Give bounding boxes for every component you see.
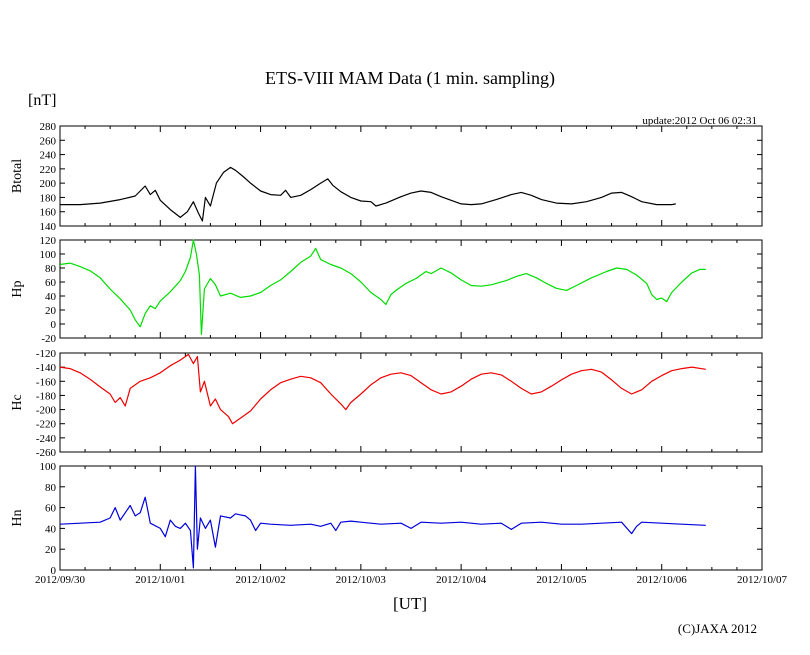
y-tick-label: 140 — [40, 221, 57, 233]
y-tick-label: 0 — [51, 319, 57, 331]
chart-title: ETS-VIII MAM Data (1 min. sampling) — [265, 68, 555, 89]
y-tick-label: -20 — [41, 333, 56, 345]
series-line-hp — [59, 239, 706, 336]
y-tick-label: 20 — [45, 544, 57, 556]
series-line-hc — [59, 353, 706, 425]
x-tick-label: 2012/10/05 — [536, 574, 587, 586]
series-line-btotal — [60, 166, 676, 222]
panel-hn: 0 20 40 60 80 100 Hn — [10, 461, 763, 577]
x-tick-label: 2012/10/02 — [236, 574, 286, 586]
x-tick-label: 2012/09/30 — [35, 574, 86, 586]
panel-frame — [59, 125, 763, 227]
panel-label: Btotal — [10, 159, 25, 193]
x-tick-label: 2012/10/06 — [637, 574, 688, 586]
y-tick-label: 200 — [40, 178, 57, 190]
panel-frame — [59, 465, 763, 571]
y-tick-label: 100 — [40, 461, 57, 473]
x-tick-label: 2012/10/04 — [436, 574, 487, 586]
y-tick-label: -240 — [36, 433, 57, 445]
panels-layer: 140160180200220240260280Btotal-200204060… — [10, 121, 763, 577]
x-tick-label: 2012/10/03 — [336, 574, 387, 586]
y-tick-label: -140 — [36, 362, 57, 374]
panel-label: Hc — [10, 394, 25, 410]
y-tick-label: 100 — [40, 249, 57, 261]
panel-frame — [59, 239, 763, 339]
y-tick-label: 220 — [40, 164, 57, 176]
y-tick-label: 80 — [45, 263, 57, 275]
series-line-hn — [59, 465, 706, 569]
x-tick-label: 2012/10/01 — [135, 574, 185, 586]
y-tick-label: -180 — [36, 390, 57, 402]
panel-btotal: 140 160 180 200 220 240 260 280 Btotal — [10, 121, 763, 233]
panel-hc: -260 -240 -220 -200 -180 -160 -140 -120 Hc — [10, 348, 763, 459]
copyright-text: (C)JAXA 2012 — [678, 621, 757, 636]
y-tick-label: -260 — [36, 447, 57, 459]
y-tick-label: 260 — [40, 135, 57, 147]
y-tick-label: -220 — [36, 419, 57, 431]
panel-frame — [59, 352, 763, 453]
update-timestamp: update:2012 Oct 06 02:31 — [642, 115, 757, 127]
y-tick-label: 40 — [45, 523, 57, 535]
y-tick-label: 120 — [40, 235, 57, 247]
y-tick-label: 0 — [51, 565, 57, 577]
x-axis-label: [UT] — [393, 594, 427, 613]
unit-label: [nT] — [28, 92, 56, 109]
y-tick-label: -120 — [36, 348, 57, 360]
y-tick-label: 80 — [45, 482, 57, 494]
y-tick-label: 20 — [45, 305, 57, 317]
panel-hp: -20 0 20 40 60 80 100 120 Hp — [10, 235, 763, 345]
panel-label: Hp — [10, 280, 25, 297]
y-tick-label: 60 — [45, 277, 57, 289]
panel-label: Hn — [10, 509, 25, 526]
y-tick-label: 40 — [45, 291, 57, 303]
y-tick-label: -160 — [36, 376, 57, 388]
y-tick-label: 280 — [40, 121, 57, 133]
x-tick-label: 2012/10/07 — [737, 574, 788, 586]
x-axis: 2012/09/30 2012/10/01 2012/10/02 2012/10/03… — [35, 574, 788, 586]
y-tick-label: 60 — [45, 503, 57, 515]
y-tick-label: 160 — [40, 207, 57, 219]
y-tick-label: 240 — [40, 150, 57, 162]
y-tick-label: -200 — [36, 405, 57, 417]
y-tick-label: 180 — [40, 192, 57, 204]
